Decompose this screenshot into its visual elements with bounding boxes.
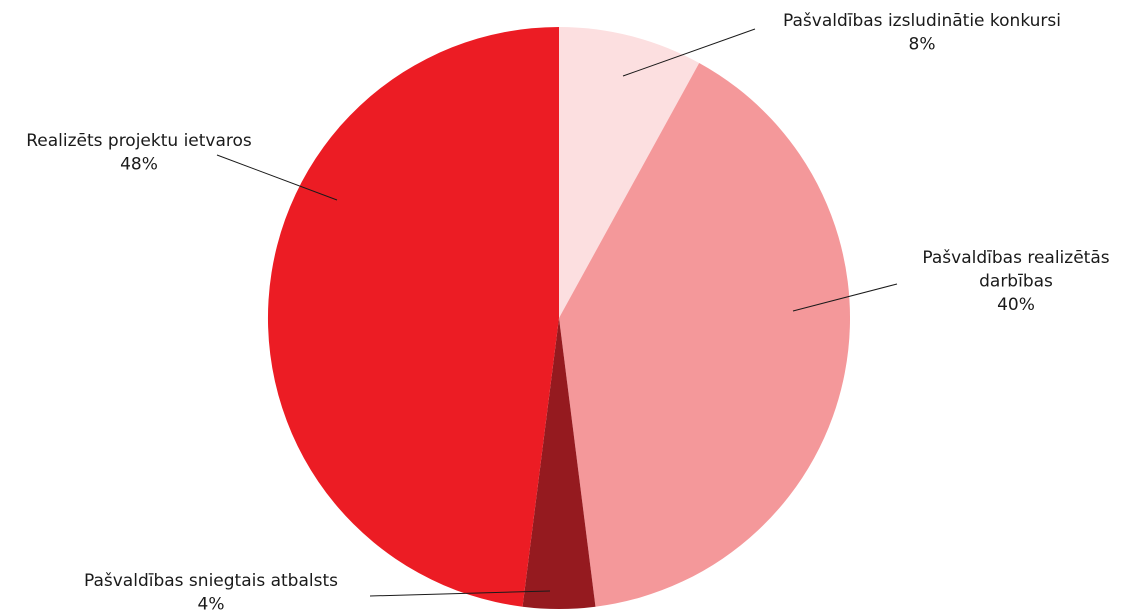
leader-line-3 [369, 590, 551, 597]
leader-line-4 [216, 154, 338, 201]
slice-label-2: Pašvaldības realizētās darbības 40% [922, 248, 1109, 315]
slice-value-label: 48% [120, 154, 158, 174]
leader-lines [216, 28, 898, 597]
slice-name-label: Pašvaldības izsludinātie konkursi [783, 11, 1061, 31]
slice-label-4: Realizēts projektu ietvaros 48% [26, 131, 252, 174]
slice-labels: Pašvaldības izsludinātie konkursi 8%Pašva… [26, 11, 1110, 611]
leader-line-1 [622, 28, 756, 77]
pie-slice-4 [267, 27, 559, 607]
slice-name-label: Pašvaldības sniegtais atbalsts [84, 571, 338, 591]
leader-line-2 [792, 283, 898, 312]
slice-name-label: Pašvaldības realizētās [922, 248, 1109, 268]
slice-value-label: 4% [198, 594, 225, 611]
pie-slice-3 [522, 318, 596, 610]
pie-slices [267, 26, 851, 610]
slice-value-label: 40% [997, 295, 1035, 315]
pie-slice-2 [559, 62, 851, 607]
slice-value-label: 8% [909, 34, 936, 54]
slice-name-label: darbības [979, 271, 1053, 291]
slice-label-1: Pašvaldības izsludinātie konkursi 8% [783, 11, 1061, 54]
pie-slice-1 [559, 26, 700, 318]
slice-label-3: Pašvaldības sniegtais atbalsts 4% [84, 571, 338, 611]
slice-name-label: Realizēts projektu ietvaros [26, 131, 252, 151]
